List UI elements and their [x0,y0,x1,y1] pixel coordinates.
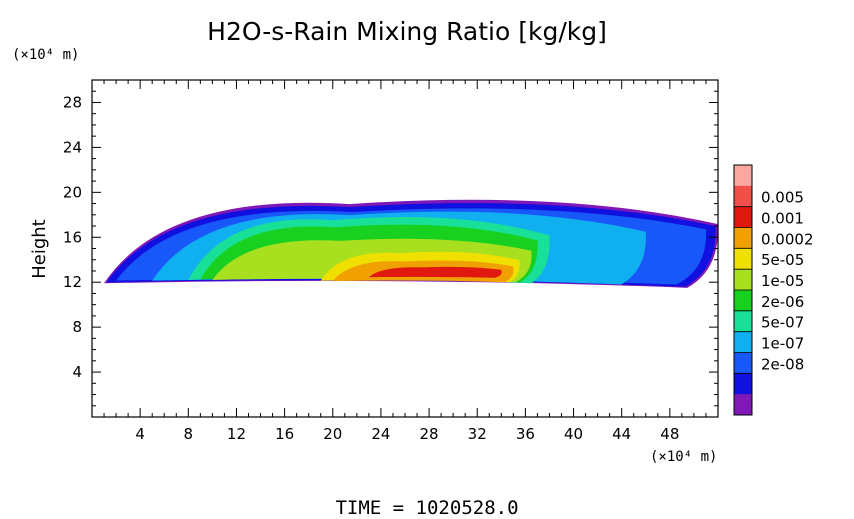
colorbar-label: 5e-07 [761,314,804,332]
x-axis-unit: (×10⁴ m) [650,449,717,465]
colorbar-label: 1e-05 [761,272,804,290]
colorbar-swatch [734,310,752,333]
x-tick-label: 24 [371,425,390,443]
y-tick-label: 16 [63,228,82,246]
x-tick-label: 36 [516,425,535,443]
x-tick-label: 12 [227,425,246,443]
y-tick-label: 24 [63,138,82,156]
y-tick-label: 4 [72,363,82,381]
y-tick-label: 28 [63,93,82,111]
colorbar-swatch [734,248,752,270]
x-tick-label: 16 [275,425,294,443]
colorbar-swatch [734,352,752,374]
colorbar-label: 5e-05 [761,251,804,269]
colorbar-label: 0.001 [761,210,804,228]
colorbar-label: 2e-06 [761,293,804,311]
field-layer-9 [368,266,502,278]
x-tick-label: 8 [184,425,194,443]
x-tick-label: 20 [323,425,342,443]
x-tick-label: 48 [660,425,679,443]
x-tick-label: 28 [420,425,439,443]
colorbar-label: 2e-08 [761,355,804,373]
colorbar-swatch [734,227,752,249]
colorbar-swatch [734,290,752,312]
y-tick-label: 12 [63,273,82,291]
chart-title: H2O-s-Rain Mixing Ratio [kg/kg] [207,17,607,46]
colorbar-label: 0.0002 [761,230,814,248]
colorbar-swatch [734,165,752,187]
colorbar-swatch [734,185,752,208]
y-tick-label: 20 [63,183,82,201]
time-label: TIME = 1020528.0 [335,497,518,519]
x-tick-label: 4 [135,425,145,443]
colorbar-swatch [734,394,752,416]
x-tick-label: 32 [468,425,487,443]
colorbar-swatch [734,269,752,291]
colorbar-swatch [734,206,752,228]
mixing-ratio-field [104,199,719,288]
colorbar-swatch [734,373,752,395]
y-axis-label: Height [29,219,50,279]
colorbar: 0.005 0.001 0.0002 5e-05 1e-05 2e-06 5e-07 1e-0… [733,164,814,416]
y-axis-unit: (×10⁴ m) [12,47,79,63]
colorbar-swatch [734,331,752,353]
x-tick-label: 40 [564,425,583,443]
colorbar-label: 0.005 [761,189,804,207]
x-tick-label: 44 [612,425,631,443]
y-tick-label: 8 [72,318,82,336]
colorbar-label: 1e-07 [761,335,804,353]
